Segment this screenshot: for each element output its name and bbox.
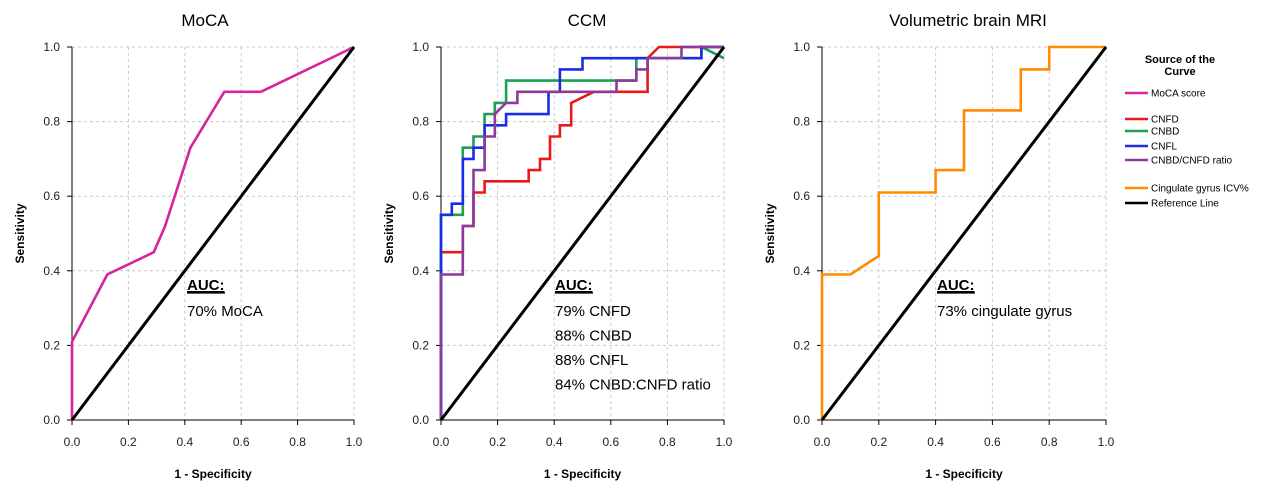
y-tick-label: 0.8 xyxy=(412,115,429,129)
x-tick-label: 0.0 xyxy=(64,435,81,449)
roc-panel-2: CCM 0.0 0.0 0.2 0.2 0.4 0.4 0.6 0.6 0.8 0.8 1.0 1.0 1… xyxy=(382,11,733,481)
x-tick-label: 0.2 xyxy=(120,435,137,449)
x-tick-label: 1.0 xyxy=(346,435,363,449)
legend-item-label: CNBD xyxy=(1151,127,1179,138)
legend-item-label: CNFD xyxy=(1151,115,1179,126)
x-tick-label: 0.4 xyxy=(176,435,193,449)
x-tick-label: 0.2 xyxy=(489,435,506,449)
y-tick-label: 1.0 xyxy=(412,40,429,54)
x-tick-label: 0.6 xyxy=(233,435,250,449)
legend-item-label: CNBD/CNFD ratio xyxy=(1151,156,1233,167)
reference-line xyxy=(820,46,1108,421)
x-tick-label: 1.0 xyxy=(716,435,733,449)
roc-panel-1: MoCA 0.0 0.0 0.2 0.2 0.4 0.4 0.6 0.6 0.8 0.8 1.0 1.0… xyxy=(13,11,363,481)
roc-curve-moca-score xyxy=(70,45,355,420)
auc-heading: AUC: xyxy=(187,277,225,294)
y-tick-label: 0.2 xyxy=(43,338,60,352)
y-tick-label: 0.0 xyxy=(793,413,810,427)
legend-item-label: MoCA score xyxy=(1151,89,1206,100)
x-axis-label: 1 - Specificity xyxy=(925,467,1003,481)
reference-line xyxy=(70,46,356,421)
x-axis-label: 1 - Specificity xyxy=(544,467,622,481)
x-tick-label: 0.4 xyxy=(927,435,944,449)
x-tick-label: 0.8 xyxy=(659,435,676,449)
y-tick-label: 0.0 xyxy=(412,413,429,427)
y-tick-label: 0.6 xyxy=(412,189,429,203)
x-tick-label: 0.6 xyxy=(602,435,619,449)
roc-panel-3: Volumetric brain MRI 0.0 0.0 0.2 0.2 0.4 0.4 0.… xyxy=(763,11,1115,481)
y-axis-label: Sensitivity xyxy=(763,203,777,263)
y-tick-label: 0.2 xyxy=(793,338,810,352)
legend-item-label: CNFL xyxy=(1151,142,1178,153)
x-tick-label: 1.0 xyxy=(1098,435,1115,449)
x-tick-label: 0.4 xyxy=(546,435,563,449)
legend-item-label: Reference Line xyxy=(1151,199,1219,210)
y-tick-label: 0.4 xyxy=(793,264,810,278)
auc-value: 79% CNFD xyxy=(555,303,631,320)
reference-line xyxy=(439,46,726,421)
auc-value: 70% MoCA xyxy=(187,303,263,320)
y-tick-label: 1.0 xyxy=(793,40,810,54)
y-tick-label: 1.0 xyxy=(43,40,60,54)
x-tick-label: 0.0 xyxy=(814,435,831,449)
y-tick-label: 0.2 xyxy=(412,338,429,352)
x-tick-label: 0.8 xyxy=(1041,435,1058,449)
x-axis-label: 1 - Specificity xyxy=(174,467,252,481)
legend-title: Curve xyxy=(1164,66,1195,78)
auc-value: 88% CNFL xyxy=(555,352,628,369)
roc-curve-cingulate-gyrus-icv- xyxy=(820,45,1106,420)
y-tick-label: 0.6 xyxy=(793,189,810,203)
legend-title: Source of the xyxy=(1145,54,1215,66)
x-tick-label: 0.6 xyxy=(984,435,1001,449)
chart-title: MoCA xyxy=(181,11,229,30)
y-axis-label: Sensitivity xyxy=(13,203,27,263)
y-tick-label: 0.4 xyxy=(412,264,429,278)
x-tick-label: 0.0 xyxy=(433,435,450,449)
y-axis-label: Sensitivity xyxy=(382,203,396,263)
y-tick-label: 0.8 xyxy=(43,115,60,129)
auc-value: 73% cingulate gyrus xyxy=(937,303,1072,320)
y-tick-label: 0.4 xyxy=(43,264,60,278)
legend-item-label: Cingulate gyrus ICV% xyxy=(1151,184,1249,195)
auc-heading: AUC: xyxy=(555,277,593,294)
chart-title: Volumetric brain MRI xyxy=(889,11,1047,30)
y-tick-label: 0.6 xyxy=(43,189,60,203)
y-tick-label: 0.8 xyxy=(793,115,810,129)
chart-title: CCM xyxy=(568,11,607,30)
x-tick-label: 0.2 xyxy=(870,435,887,449)
auc-value: 88% CNBD xyxy=(555,328,632,345)
auc-value: 84% CNBD:CNFD ratio xyxy=(555,377,711,394)
x-tick-label: 0.8 xyxy=(289,435,306,449)
auc-heading: AUC: xyxy=(937,277,975,294)
y-tick-label: 0.0 xyxy=(43,413,60,427)
roc-curve-cnbd-cnfd-ratio xyxy=(439,45,724,420)
roc-curve-cnfl xyxy=(439,45,724,420)
